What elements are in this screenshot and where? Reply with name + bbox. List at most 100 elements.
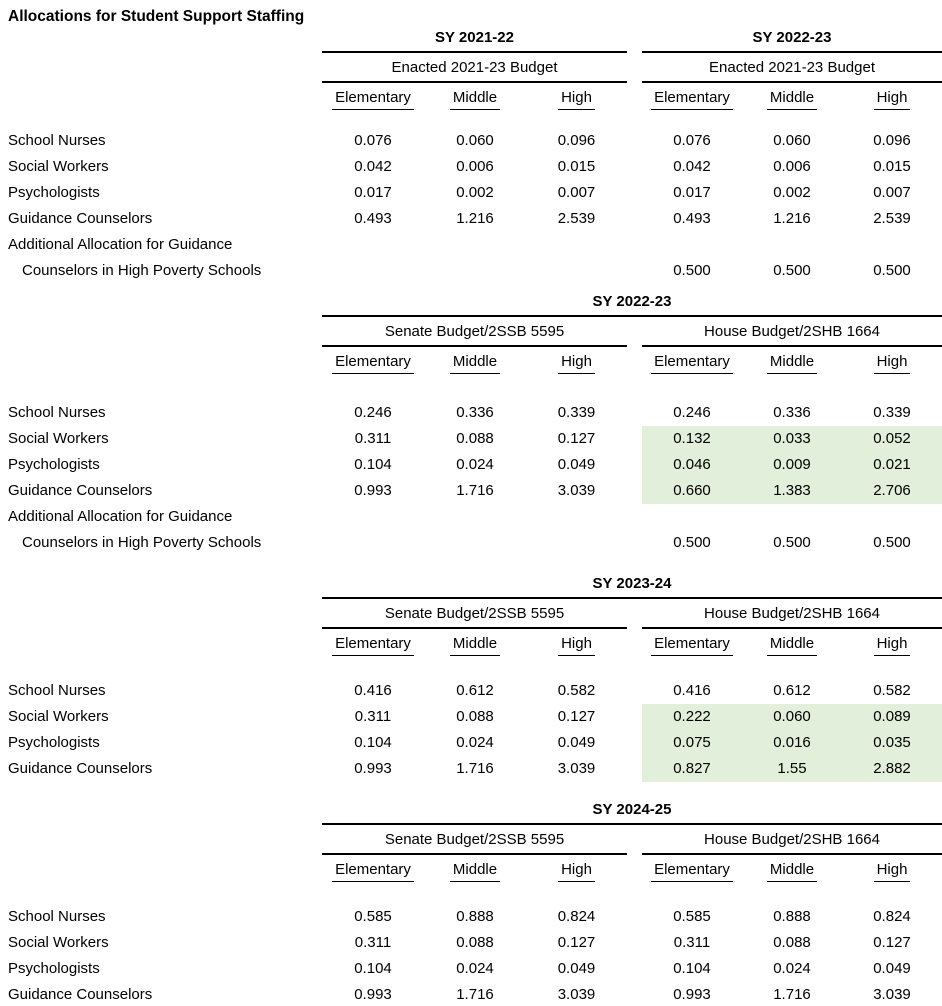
value-cell: 0.006	[456, 158, 494, 175]
column-header-label: Elementary	[651, 860, 733, 882]
column-header: Elementary	[642, 855, 742, 882]
row-label: Psychologists	[8, 184, 100, 201]
value-cell: 0.993	[354, 760, 392, 777]
value-cell: 0.096	[557, 132, 596, 149]
value-cell: 0.024	[456, 456, 494, 473]
budget-header: Senate Budget/2SSB 5595	[322, 317, 627, 347]
row-label: Additional Allocation for Guidance	[8, 236, 233, 253]
table-row: Psychologists 0.104 0.024 0.049 0.104 0.…	[0, 956, 942, 982]
column-header-label: Middle	[449, 352, 501, 374]
column-header-label: Middle	[766, 634, 818, 656]
table-row: Social Workers 0.311 0.088 0.127 0.311 0…	[0, 930, 942, 956]
value-cell: 0.088	[773, 934, 811, 951]
gap	[627, 347, 642, 374]
gap	[627, 629, 642, 656]
value-cell: 0.993	[354, 482, 392, 499]
gap	[627, 904, 642, 930]
row-label: Guidance Counselors	[8, 760, 153, 777]
value-cell: 0.416	[673, 682, 711, 699]
sy-header: SY 2024-25	[322, 800, 942, 825]
column-header: Middle	[742, 347, 842, 374]
spacer-cell	[0, 825, 322, 855]
value-cell: 0.500	[673, 534, 711, 551]
spacer-cell	[0, 317, 322, 347]
value-cell: 0.007	[557, 184, 596, 201]
value-cell: 3.039	[557, 986, 596, 1003]
value-cell: 0.500	[873, 534, 911, 551]
value-cell: 0.042	[673, 158, 711, 175]
row-label: Social Workers	[8, 430, 109, 447]
value-cell-highlighted: 0.222	[642, 704, 742, 730]
value-cell: 0.500	[673, 262, 711, 279]
row-label: Social Workers	[8, 934, 109, 951]
value-cell: 0.024	[773, 960, 811, 977]
table-row: School Nurses 0.585 0.888 0.824 0.585 0.…	[0, 904, 942, 930]
column-header-label: Elementary	[332, 352, 414, 374]
value-cell: 0.339	[873, 404, 911, 421]
value-cell-highlighted: 1.55	[742, 756, 842, 782]
gap	[627, 825, 642, 855]
gap	[627, 128, 642, 154]
row-label: School Nurses	[8, 682, 106, 699]
column-header-label: Elementary	[332, 88, 414, 110]
value-cell-highlighted: 0.035	[842, 730, 942, 756]
value-cell: 1.216	[456, 210, 494, 227]
gap	[627, 206, 642, 232]
column-header: Elementary	[322, 347, 424, 374]
value-cell: 0.104	[673, 960, 711, 977]
value-cell-highlighted: 0.033	[742, 426, 842, 452]
budget-header: Senate Budget/2SSB 5595	[322, 599, 627, 629]
value-cell: 0.500	[773, 262, 811, 279]
column-header: High	[842, 629, 942, 656]
spacer-cell	[0, 28, 322, 53]
value-cell: 0.076	[354, 132, 392, 149]
table-row: Social Workers 0.311 0.088 0.127 0.132 0…	[0, 426, 942, 452]
table-row: School Nurses 0.076 0.060 0.096 0.076 0.…	[0, 128, 942, 154]
value-cell: 0.993	[673, 986, 711, 1003]
table-row: Psychologists 0.017 0.002 0.007 0.017 0.…	[0, 180, 942, 206]
gap	[627, 28, 642, 53]
value-cell: 0.060	[456, 132, 494, 149]
value-cell-highlighted: 1.383	[742, 478, 842, 504]
gap	[627, 400, 642, 426]
column-header: High	[526, 855, 627, 882]
value-cell: 0.042	[354, 158, 392, 175]
table-row: Guidance Counselors 0.993 1.716 3.039 0.…	[0, 756, 942, 782]
gap	[627, 678, 642, 704]
spacer-cell	[0, 347, 322, 374]
value-cell: 0.582	[873, 682, 911, 699]
section-sy2022-23: SY 2022-23 Senate Budget/2SSB 5595 House…	[0, 292, 942, 374]
gap	[627, 53, 642, 83]
table-row: Counselors in High Poverty Schools 0.500…	[0, 530, 942, 556]
value-cell: 0.127	[557, 430, 596, 447]
row-label: Social Workers	[8, 708, 109, 725]
value-cell: 0.049	[557, 960, 596, 977]
value-cell: 0.500	[773, 534, 811, 551]
value-cell-highlighted: 0.016	[742, 730, 842, 756]
row-label: School Nurses	[8, 908, 106, 925]
value-cell: 0.127	[873, 934, 911, 951]
sy-header: SY 2022-23	[642, 28, 942, 53]
value-cell: 0.049	[557, 456, 596, 473]
table-row: Additional Allocation for Guidance	[0, 232, 942, 258]
column-header-label: High	[558, 352, 595, 374]
value-cell: 0.824	[557, 908, 596, 925]
gap	[627, 478, 642, 504]
value-cell-highlighted: 2.882	[842, 756, 942, 782]
column-header: High	[842, 83, 942, 110]
value-cell: 0.007	[873, 184, 911, 201]
row-label: Additional Allocation for Guidance	[8, 508, 233, 525]
column-header: Middle	[424, 855, 526, 882]
value-cell-highlighted: 0.075	[642, 730, 742, 756]
value-cell	[322, 530, 424, 556]
value-cell-highlighted: 2.706	[842, 478, 942, 504]
value-cell: 3.039	[557, 482, 596, 499]
spacer	[0, 374, 942, 400]
value-cell: 0.049	[557, 734, 596, 751]
value-cell: 0.311	[354, 934, 392, 951]
gap	[627, 530, 642, 556]
section-sy2023-24: SY 2023-24 Senate Budget/2SSB 5595 House…	[0, 574, 942, 656]
spacer	[0, 656, 942, 678]
budget-header: Senate Budget/2SSB 5595	[322, 825, 627, 855]
gap	[627, 855, 642, 882]
